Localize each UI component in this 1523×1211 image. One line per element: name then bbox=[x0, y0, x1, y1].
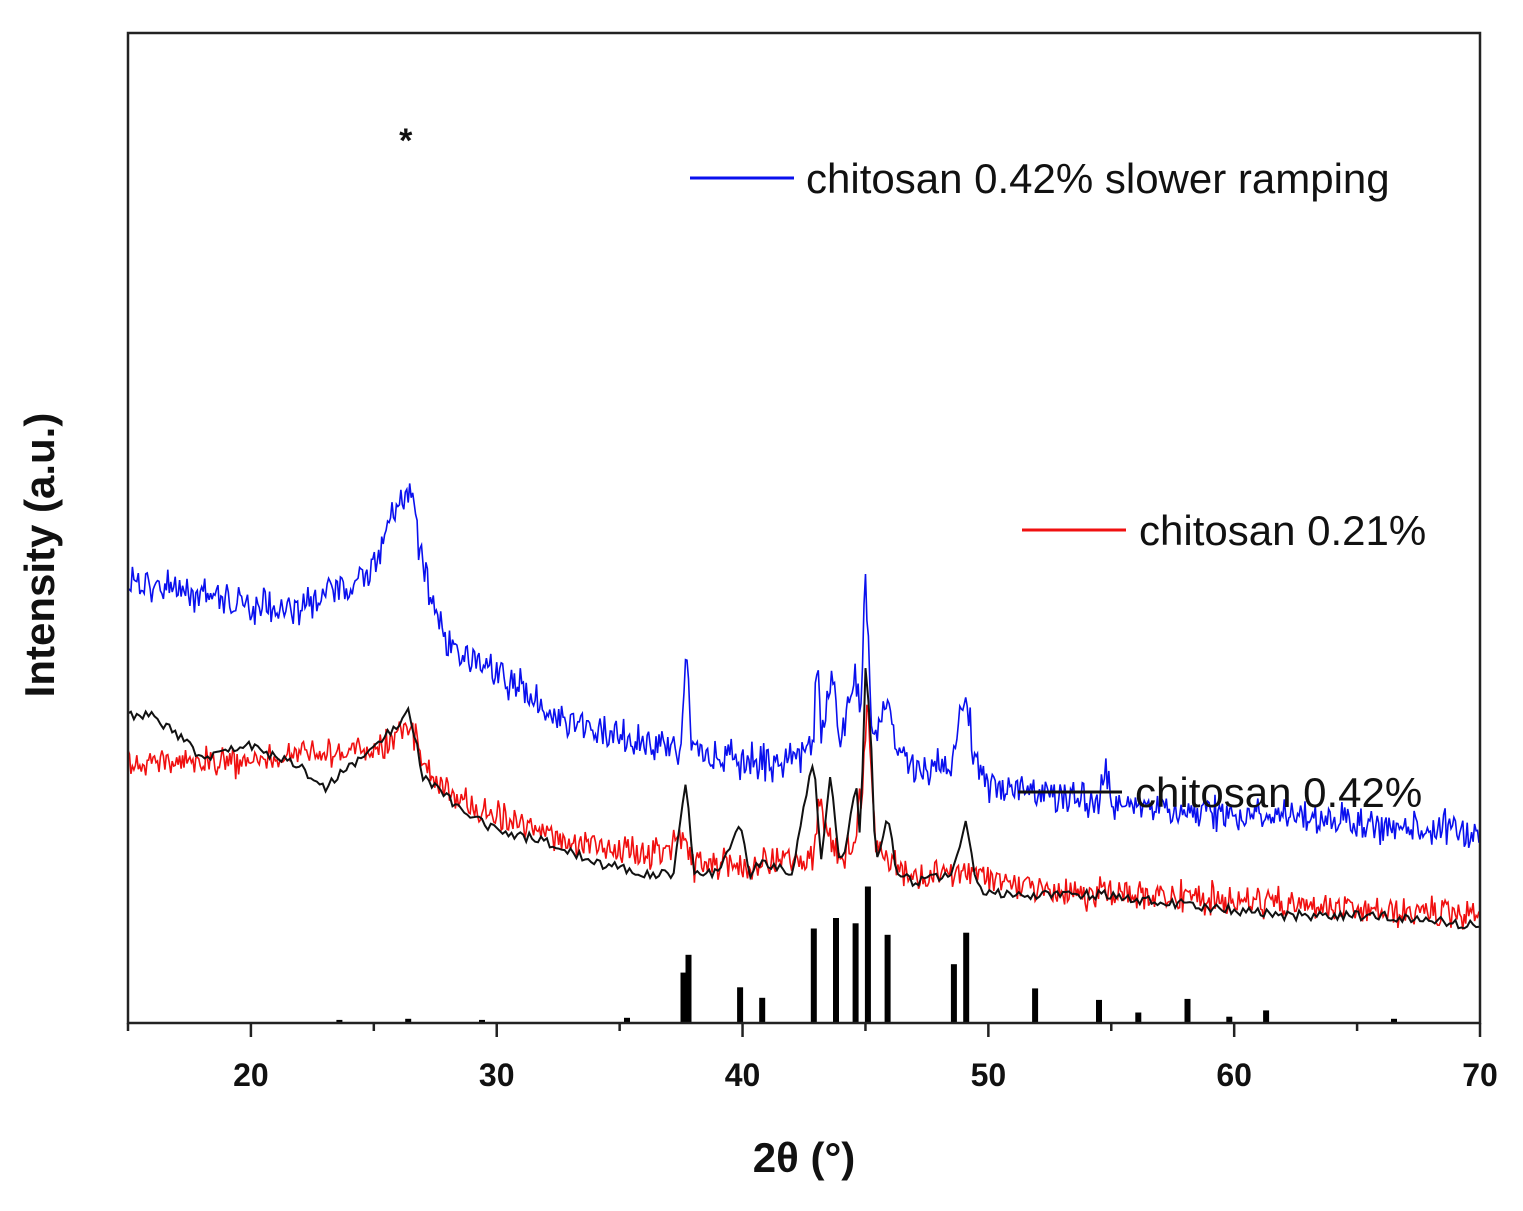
reference-stick bbox=[479, 1019, 485, 1023]
y-axis-title: Intensity (a.u.) bbox=[16, 412, 63, 698]
x-tick-label: 30 bbox=[479, 1057, 515, 1093]
reference-stick bbox=[1263, 1010, 1270, 1023]
x-tick-label: 50 bbox=[971, 1057, 1007, 1093]
legend-label-slower-ramping: chitosan 0.42% slower ramping bbox=[806, 155, 1390, 202]
x-axis-ticks: 20 30 40 50 60 70 bbox=[126, 1023, 1498, 1093]
reference-stick bbox=[405, 1018, 412, 1023]
legend-label-042: chitosan 0.42% bbox=[1135, 769, 1422, 816]
x-tick-label: 60 bbox=[1216, 1057, 1252, 1093]
legend-entry-slower-ramping: chitosan 0.42% slower ramping bbox=[690, 155, 1390, 202]
reference-stick bbox=[864, 886, 871, 1023]
reference-stick bbox=[1135, 1012, 1142, 1023]
series-line-3 bbox=[127, 668, 1480, 930]
reference-stick bbox=[624, 1017, 630, 1024]
reference-stick bbox=[336, 1019, 343, 1023]
reference-stick bbox=[1184, 998, 1191, 1024]
series-line-1 bbox=[127, 483, 1480, 848]
legend-entry-021: chitosan 0.21% bbox=[1022, 507, 1426, 554]
series-layer bbox=[127, 483, 1480, 930]
x-tick-label: 40 bbox=[725, 1057, 761, 1093]
reference-stick bbox=[884, 934, 891, 1023]
reference-stick bbox=[1391, 1018, 1397, 1023]
reference-pattern bbox=[336, 886, 1397, 1024]
reference-stick bbox=[833, 918, 839, 1023]
reference-stick bbox=[1226, 1016, 1233, 1023]
legend-entry-042: chitosan 0.42% bbox=[1018, 769, 1422, 816]
x-tick-label: 20 bbox=[233, 1057, 269, 1093]
x-axis-title: 2θ (°) bbox=[752, 1134, 856, 1181]
x-tick-label: 70 bbox=[1462, 1057, 1498, 1093]
reference-stick bbox=[1096, 999, 1102, 1023]
reference-stick bbox=[680, 972, 687, 1023]
peak-annotation: * bbox=[399, 122, 413, 160]
reference-stick bbox=[810, 928, 817, 1023]
reference-stick bbox=[759, 997, 766, 1023]
reference-stick bbox=[852, 923, 859, 1024]
reference-stick bbox=[685, 954, 692, 1024]
series-line-2 bbox=[127, 704, 1480, 930]
plot-frame bbox=[126, 31, 1482, 1025]
reference-stick bbox=[963, 932, 970, 1023]
legend-label-021: chitosan 0.21% bbox=[1139, 507, 1426, 554]
reference-stick bbox=[1032, 988, 1039, 1023]
reference-stick bbox=[950, 964, 957, 1023]
reference-stick bbox=[737, 987, 744, 1023]
